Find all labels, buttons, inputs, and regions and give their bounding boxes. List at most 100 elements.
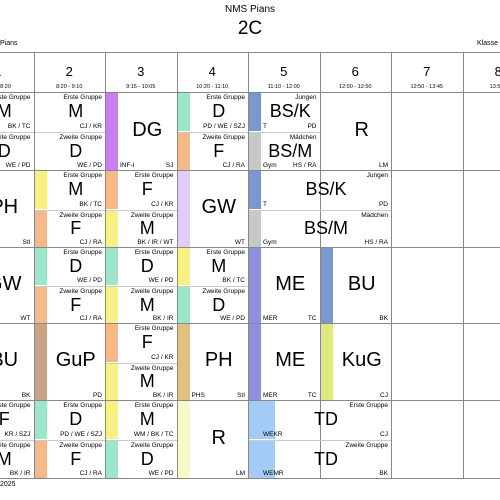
period-time: 13:50 - xyxy=(489,84,500,90)
teacher: WM / BK / TC xyxy=(133,431,174,438)
room: WEMR xyxy=(263,470,284,477)
lesson: DG INF-I SJ xyxy=(106,93,177,170)
color-stripe xyxy=(249,324,261,400)
subject: D xyxy=(0,141,34,162)
group-label: Mädchen xyxy=(289,134,317,141)
period-number: 3 xyxy=(137,64,145,79)
group-label: Erste Gruppe xyxy=(0,94,31,101)
teacher: BK / TC xyxy=(222,277,245,284)
color-stripe xyxy=(34,324,47,400)
teacher: HS / RA xyxy=(364,239,388,246)
period-time: 8:20 - 9:10 xyxy=(56,84,83,90)
teacher: BK / TC xyxy=(79,200,102,208)
teacher: CJ xyxy=(380,431,388,438)
subject: D xyxy=(140,449,154,469)
teacher: BK xyxy=(379,470,388,477)
color-stripe xyxy=(106,363,118,400)
teacher: StI xyxy=(237,392,245,399)
teacher: PD xyxy=(307,123,317,130)
color-stripe xyxy=(177,401,190,478)
group-label: Zweite Gruppe xyxy=(345,442,388,449)
subject: F xyxy=(0,409,10,429)
lesson: Jungen BS/K T PD xyxy=(249,93,320,131)
teacher: StI xyxy=(22,239,31,246)
teacher: CJ xyxy=(380,392,388,399)
teacher: LM xyxy=(378,162,388,169)
teacher: CJ / KR xyxy=(151,200,174,208)
color-stripe xyxy=(106,324,118,362)
period-time: 11:10 - 12:00 xyxy=(267,84,300,90)
room: Gym xyxy=(263,162,277,169)
lesson: Zweite Gruppe F CJ / RA xyxy=(177,132,248,170)
color-stripe xyxy=(320,93,333,170)
room: INF-I xyxy=(120,162,135,169)
lesson: Jungen BS/K T PD xyxy=(249,171,391,209)
subject: M xyxy=(68,101,84,121)
group-label: Zweite Gruppe xyxy=(59,211,102,219)
subject: BS/M xyxy=(303,218,348,239)
period-number: 6 xyxy=(351,64,359,79)
lesson: KuG CJ xyxy=(320,324,392,400)
color-stripe xyxy=(34,210,47,247)
lesson: PH PHS StI xyxy=(177,324,249,400)
lesson: Erste Gruppe M WM / BK / TC xyxy=(106,401,177,439)
row-line xyxy=(0,170,500,171)
color-stripe xyxy=(106,210,118,247)
teacher: PD / WE / SZJ xyxy=(60,431,102,438)
lesson: Zweite Gruppe F CJ / RA xyxy=(34,286,105,323)
teacher: KR / SZJ xyxy=(4,431,31,438)
teacher: WE / PD xyxy=(5,162,31,169)
subject: D xyxy=(140,255,154,276)
group-label: Zweite Gruppe xyxy=(202,134,245,141)
subject: BU xyxy=(0,349,19,371)
color-stripe xyxy=(34,133,47,170)
lesson: Mädchen BS/M Gym HS / RA xyxy=(249,209,391,247)
period-time: 7:30 - 8:20 xyxy=(0,84,11,90)
lesson: GW WT xyxy=(177,171,249,247)
room: T xyxy=(263,123,267,130)
teacher: CJ / RA xyxy=(222,162,245,169)
lesson: GW WT xyxy=(0,248,34,323)
lesson: Zweite Gruppe F CJ / RA xyxy=(34,440,105,478)
class-title: 2C xyxy=(237,18,263,39)
room: T xyxy=(263,200,267,208)
color-stripe xyxy=(177,248,190,285)
teacher: BK / IR xyxy=(152,315,174,322)
subject: M xyxy=(0,101,12,121)
group-label: Zweite Gruppe xyxy=(59,442,102,449)
lesson: Erste Gruppe TD WEKR CJ xyxy=(249,401,391,439)
room: Gym xyxy=(263,239,277,246)
teacher: WT xyxy=(234,239,245,246)
teacher: PD xyxy=(378,200,388,208)
teacher: HS / RA xyxy=(293,162,317,169)
teacher: WE / PD xyxy=(77,162,102,169)
left-header: Pians xyxy=(0,40,18,47)
color-stripe xyxy=(249,93,261,131)
color-stripe xyxy=(34,93,47,131)
group-label: Erste Gruppe xyxy=(206,249,245,256)
period-number: 2 xyxy=(65,64,73,79)
subject: F xyxy=(213,141,225,161)
header-line xyxy=(0,52,500,53)
period-time: 9:15 - 10:05 xyxy=(126,84,156,90)
row-line xyxy=(0,92,500,93)
lesson: Erste Gruppe D PD / WE / SZJ xyxy=(177,93,249,131)
group-label: Zweite Gruppe xyxy=(130,442,174,449)
color-stripe xyxy=(249,248,261,323)
period-number: 7 xyxy=(423,64,431,79)
group-label: Erste Gruppe xyxy=(349,402,388,409)
color-stripe xyxy=(106,287,118,323)
teacher: CJ / KR xyxy=(151,353,174,361)
teacher: BK xyxy=(21,392,31,399)
column-line xyxy=(391,52,392,478)
teacher: PD / WE / SZJ xyxy=(203,123,245,130)
lesson: Erste Gruppe M CJ / KR xyxy=(34,93,106,131)
group-label: Mädchen xyxy=(361,211,388,219)
group-label: Zweite Gruppe xyxy=(0,134,31,141)
subject: TD xyxy=(314,449,338,469)
